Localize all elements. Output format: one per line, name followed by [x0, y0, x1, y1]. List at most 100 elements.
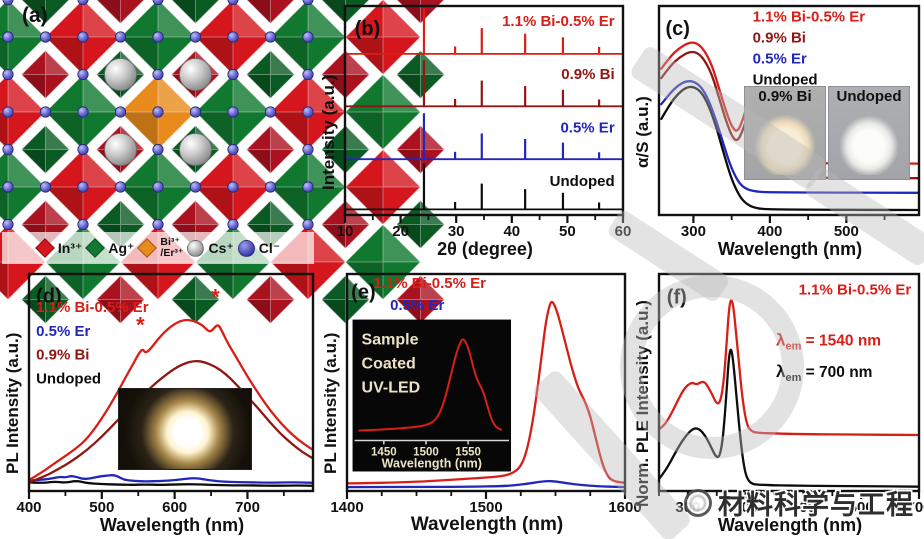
chloride-sphere [152, 218, 164, 231]
chloride-sphere [2, 31, 14, 43]
chloride-sphere [77, 68, 89, 81]
legend-label: 0.5% Er [560, 119, 614, 136]
chloride-sphere [2, 106, 14, 118]
cesium-sphere [179, 58, 212, 91]
plot-border [657, 272, 921, 493]
x-tick-label: 1500 [469, 499, 502, 516]
chloride-sphere [114, 106, 127, 118]
powder-photo-undoped: Undoped [828, 86, 910, 180]
panel-a-letter: (a) [22, 4, 48, 27]
x-tick-label: 30 [448, 223, 465, 240]
octahedron-back [395, 124, 446, 175]
legend-label: 0.5% Er [753, 50, 807, 67]
chloride-sphere [264, 106, 277, 118]
indium-octahedron [344, 0, 422, 76]
legend-label: 0.9% Bi [753, 30, 806, 47]
x-tick-label: 50 [559, 223, 576, 240]
chloride-sphere [39, 181, 52, 193]
legend-label: 1.1% Bi-0.5% Er [799, 282, 912, 299]
octahedron-back [21, 0, 70, 25]
panel-c: α/S (a.u.) 300 400 500 (c) 1.1% Bi-0.5% Er 0.… [630, 0, 924, 264]
chloride-sphere-icon [237, 239, 255, 257]
plot-border [343, 4, 625, 217]
inset-tick-label: 1500 [413, 446, 439, 458]
xrd-trace [345, 7, 623, 55]
x-tick-label: 20 [392, 223, 409, 240]
inset-caption-line: UV-LED [362, 380, 421, 397]
chloride-sphere [302, 0, 314, 6]
cesium-sphere [104, 58, 137, 91]
chloride-sphere [77, 31, 89, 43]
series-line [29, 318, 313, 482]
x-axis-ticks: 10 20 30 40 50 60 [337, 215, 631, 240]
chloride-sphere [302, 218, 314, 231]
x-tick-label: 300 [681, 223, 706, 240]
chloride-sphere [189, 31, 202, 43]
chloride-sphere [302, 31, 314, 43]
octahedron-back [245, 124, 296, 175]
octahedron-back [395, 199, 446, 250]
octahedron-back [320, 274, 371, 325]
panel-d: PL Intensity (a.u.) 400 500 600 700 (d) 1.1% … [0, 268, 318, 539]
panel-e-plot: 1400 1500 1600 (e)1.1% Bi-0.5% Er 0.5% Er 145… [330, 272, 642, 516]
chloride-sphere [152, 106, 164, 118]
panel-b-plot: 10 20 30 40 50 60 (b) 1.1% Bi-0.5% Er 0.9% Bi 0.5… [337, 4, 631, 240]
chloride-sphere [302, 181, 314, 193]
x-tick-label: 600 [162, 499, 187, 516]
xrd-trace [345, 163, 623, 211]
x-axis-ticks: 300400500600700 [658, 491, 924, 516]
indium-diamond-icon [34, 238, 55, 258]
octahedron-back [246, 0, 295, 25]
x-tick-label: 400 [16, 499, 41, 516]
panel-letter: (d) [36, 286, 62, 308]
legend-ion-label: In³⁺ [57, 239, 83, 256]
x-tick-label: 400 [733, 499, 758, 516]
series-line [659, 299, 919, 437]
chloride-sphere [77, 218, 89, 231]
chloride-sphere [189, 181, 202, 193]
panel-a: (a) In³⁺ Ag⁺ Bi³⁺/Er³⁺ Cs⁺ Cl⁻ [0, 0, 446, 325]
series-line [660, 85, 919, 212]
panel-b: Intensity (a.u.) 10 20 30 40 50 60 (b) 1.1% Bi-… [316, 0, 631, 264]
chloride-sphere [2, 181, 14, 193]
led-photo-inset [118, 388, 252, 470]
powder-blob-cream [751, 110, 819, 176]
cesium-sphere-icon [187, 239, 205, 257]
cesium-sphere [104, 133, 137, 166]
chloride-sphere [227, 68, 239, 81]
chloride-sphere [152, 68, 164, 81]
panel-b-ylabel: Intensity (a.u.) [319, 74, 338, 190]
panel-f-ylabel: Norm. PLE Intensity (a.u.) [633, 300, 652, 507]
silver-octahedron [344, 223, 422, 301]
panel-c-xlabel: Wavelength (nm) [717, 239, 863, 259]
chloride-sphere [39, 106, 52, 118]
legend-label: 1.1% Bi-0.5% Er [36, 299, 149, 316]
octahedron-back [245, 274, 296, 325]
inset-series-line [358, 338, 503, 432]
inset-xlabel: Wavelength (nm) [382, 456, 482, 470]
silver-diamond-icon [85, 238, 106, 258]
panel-letter: (b) [355, 18, 381, 40]
series-line [29, 480, 313, 487]
legend-label: 0.5% Er [36, 323, 90, 340]
x-tick-label: 1600 [608, 499, 641, 516]
powder-photos-inset: 0.9% Bi Undoped [744, 86, 910, 180]
octahedron-back [320, 199, 371, 250]
legend-label: Undoped [753, 71, 818, 88]
chloride-sphere [2, 218, 14, 231]
panel-letter: (c) [666, 18, 690, 40]
octahedron-back [245, 49, 296, 100]
lambda-annotation: λem = 1540 nm [776, 331, 881, 353]
legend-item-cs: Cs⁺ [187, 239, 234, 257]
x-tick-label: 600 [849, 499, 874, 516]
legend-ion-label: Cl⁻ [258, 239, 281, 256]
indium-octahedron [44, 148, 122, 226]
cesium-sphere [179, 133, 212, 166]
x-tick-label: 10 [337, 223, 354, 240]
silver-octahedron [344, 73, 422, 151]
legend-label: Undoped [36, 371, 101, 388]
panel-d-plot: 400 500 600 700 (d)1.1% Bi-0.5% Er 0.5% Er 0.9… [16, 272, 315, 516]
